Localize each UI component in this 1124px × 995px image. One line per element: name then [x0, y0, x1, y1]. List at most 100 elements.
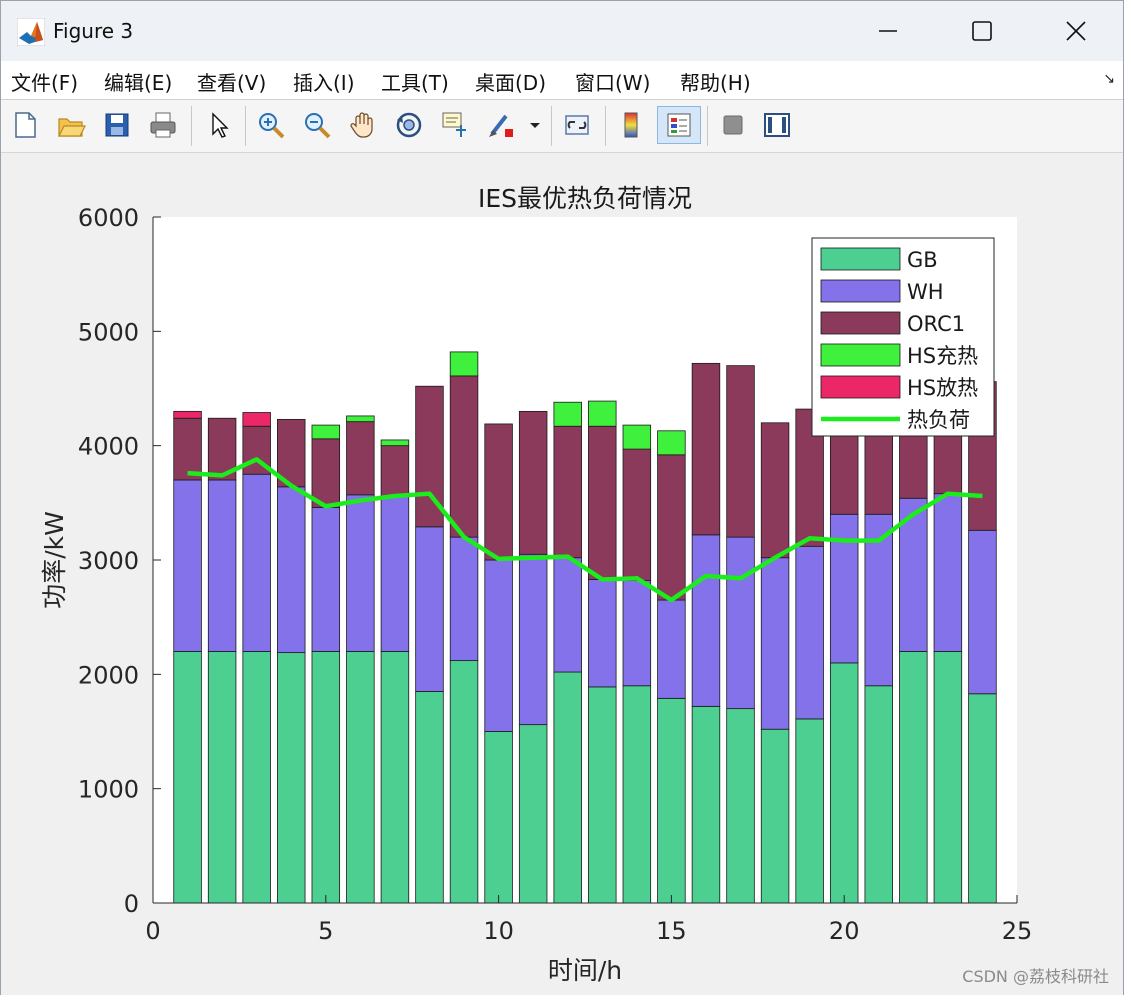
legend-label: HS放热: [907, 376, 978, 400]
bar-segment: [380, 439, 410, 447]
menu-tools[interactable]: 工具(T): [381, 71, 449, 95]
hide-plot-tools-icon: [723, 115, 743, 135]
insert-legend-button[interactable]: [657, 106, 701, 144]
save-icon: [105, 113, 129, 137]
new-figure-button[interactable]: [7, 106, 43, 144]
bar-segment: [864, 513, 893, 687]
legend-swatch: [820, 343, 901, 367]
bar-segment: [553, 401, 582, 427]
x-tick-label: 0: [145, 917, 160, 945]
bar-segment: [380, 495, 410, 652]
data-cursor-button[interactable]: [437, 106, 473, 144]
legend-swatch: [820, 247, 901, 271]
stacked-bar-chart: 0 5 10 15 20 25 0 1000 2000 3000 4000 5000 6000 IES最优…: [40, 184, 1032, 985]
insert-colorbar-button[interactable]: [613, 106, 649, 144]
figure-canvas: 0 5 10 15 20 25 0 1000 2000 3000 4000 5000 6000 IES最优…: [1, 153, 1123, 995]
minimize-icon: [879, 30, 897, 32]
bar-segment: [657, 599, 686, 699]
new-file-icon: [15, 112, 36, 138]
bar-segment: [588, 425, 617, 580]
bar-segment: [657, 697, 686, 904]
print-button[interactable]: [145, 106, 181, 144]
bar-segment: [726, 536, 755, 710]
bar-segment: [691, 705, 721, 904]
title-bar[interactable]: Figure 3: [1, 1, 1123, 61]
bar-segment: [518, 410, 548, 555]
bar-segment: [795, 718, 824, 904]
rotate-3d-button[interactable]: [391, 106, 427, 144]
bar-segment: [622, 424, 652, 450]
bar-segment: [242, 473, 271, 652]
bar-segment: [864, 685, 893, 904]
legend-label: GB: [907, 248, 938, 272]
printer-icon: [150, 112, 176, 138]
bar-segment: [173, 417, 202, 481]
bar-segment: [380, 651, 410, 904]
bar-segment: [242, 651, 271, 904]
y-tick-label: 3000: [78, 547, 139, 575]
menu-view[interactable]: 查看(V): [197, 71, 267, 95]
menu-insert[interactable]: 插入(I): [293, 71, 355, 95]
bar-segment: [484, 423, 513, 561]
bar-segment: [449, 660, 479, 904]
menu-help[interactable]: 帮助(H): [680, 71, 751, 95]
bar-segment: [242, 412, 271, 427]
menu-dock-arrow-icon[interactable]: ↘: [1103, 71, 1115, 87]
bar-segment: [657, 454, 686, 601]
bar-segment: [415, 526, 444, 692]
bar-segment: [829, 662, 859, 904]
y-tick-label: 4000: [78, 433, 139, 461]
minimize-button[interactable]: [865, 13, 911, 49]
zoom-out-button[interactable]: [299, 106, 335, 144]
bar-segment: [657, 430, 686, 456]
bar-segment: [795, 545, 824, 720]
bar-segment: [726, 365, 755, 538]
open-file-button[interactable]: [53, 106, 89, 144]
link-plot-icon: [565, 115, 589, 135]
edit-plot-button[interactable]: [201, 106, 237, 144]
menu-window[interactable]: 窗口(W): [575, 71, 651, 95]
zoom-in-button[interactable]: [253, 106, 289, 144]
bar-segment: [277, 486, 306, 654]
legend-icon: [667, 113, 691, 137]
rotate-3d-icon: [396, 112, 422, 138]
bar-segment: [449, 375, 479, 538]
close-button[interactable]: [1053, 13, 1099, 49]
y-tick-label: 1000: [78, 776, 139, 804]
menu-file[interactable]: 文件(F): [11, 71, 79, 95]
show-plot-tools-icon: [764, 113, 790, 137]
legend-swatch: [820, 279, 901, 303]
y-tick-label: 5000: [78, 318, 139, 346]
bar-segment: [968, 693, 997, 904]
chevron-down-icon: [530, 123, 540, 128]
link-plot-button[interactable]: [559, 106, 595, 144]
bar-segment: [553, 671, 582, 904]
bar-segment: [588, 686, 617, 904]
folder-open-icon: [58, 118, 86, 137]
hide-plot-tools-button[interactable]: [715, 106, 751, 144]
zoom-in-icon: [259, 113, 285, 139]
bar-segment: [311, 424, 341, 440]
bar-segment: [829, 513, 859, 664]
watermark: CSDN @荔枝科研社: [962, 967, 1109, 986]
show-plot-tools-button[interactable]: [759, 106, 795, 144]
pan-button[interactable]: [345, 106, 381, 144]
brush-button[interactable]: [483, 106, 519, 144]
bar-segment: [346, 421, 375, 496]
save-button[interactable]: [99, 106, 135, 144]
chart-title: IES最优热负荷情况: [478, 184, 692, 213]
brush-dropdown-button[interactable]: [525, 106, 545, 144]
bar-segment: [346, 494, 375, 652]
legend-swatch: [820, 375, 901, 399]
bar-segment: [173, 651, 202, 904]
menu-edit[interactable]: 编辑(E): [104, 71, 173, 95]
bar-segment: [311, 438, 341, 508]
legend-swatch: [820, 311, 901, 335]
maximize-button[interactable]: [959, 13, 1005, 49]
bar-segment: [588, 400, 617, 427]
bar-segment: [622, 580, 652, 687]
bar-segment: [173, 410, 202, 419]
bar-segment: [346, 415, 375, 423]
menu-desktop[interactable]: 桌面(D): [475, 71, 547, 95]
